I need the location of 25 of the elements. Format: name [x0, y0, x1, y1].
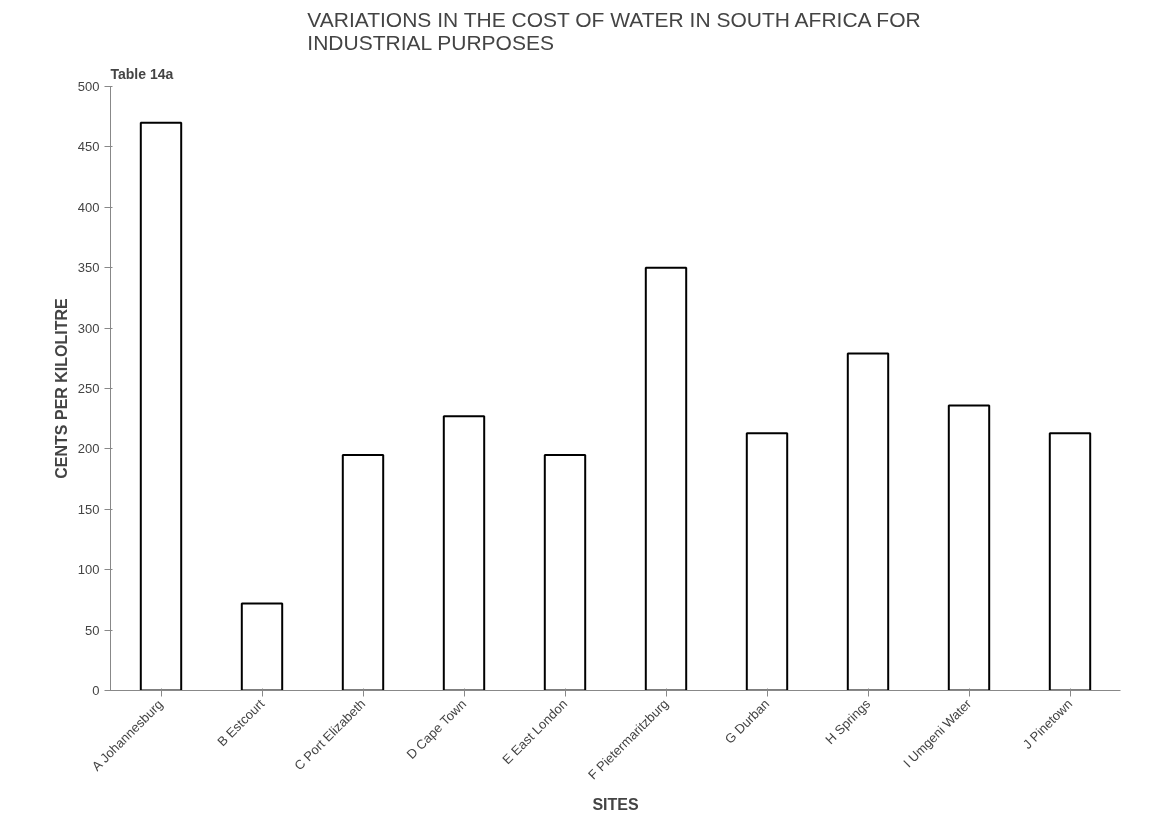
bar	[1048, 432, 1092, 691]
y-tick-label: 150	[77, 501, 100, 517]
bar	[543, 453, 587, 691]
bar	[947, 404, 991, 691]
y-tick-label: 250	[77, 381, 100, 396]
y-tick-label: 350	[77, 260, 100, 276]
y-axis-title: CENTS PER KILOLITRE	[52, 297, 70, 479]
x-axis-title: SITES	[592, 795, 639, 813]
chart-title: VARIATIONS IN THE COST OF WATER IN SOUTH AFRICA FOR INDUSTRIAL PURPOSES	[307, 7, 921, 54]
bar	[341, 453, 385, 691]
bar	[846, 352, 890, 691]
bar	[240, 602, 284, 691]
bar	[745, 432, 789, 691]
y-tick-label: 400	[77, 199, 100, 215]
y-tick-label: 500	[77, 79, 100, 94]
y-tick-label: 100	[77, 562, 100, 578]
bar	[644, 266, 688, 691]
y-tick-label: 450	[77, 139, 100, 155]
caption: Table 14a	[110, 65, 174, 82]
y-tick-label: 0	[92, 683, 100, 698]
bar	[139, 121, 183, 691]
y-tick-label: 300	[77, 320, 100, 336]
bar	[442, 415, 486, 691]
y-tick-label: 50	[85, 622, 100, 638]
y-tick-label: 200	[77, 441, 100, 457]
